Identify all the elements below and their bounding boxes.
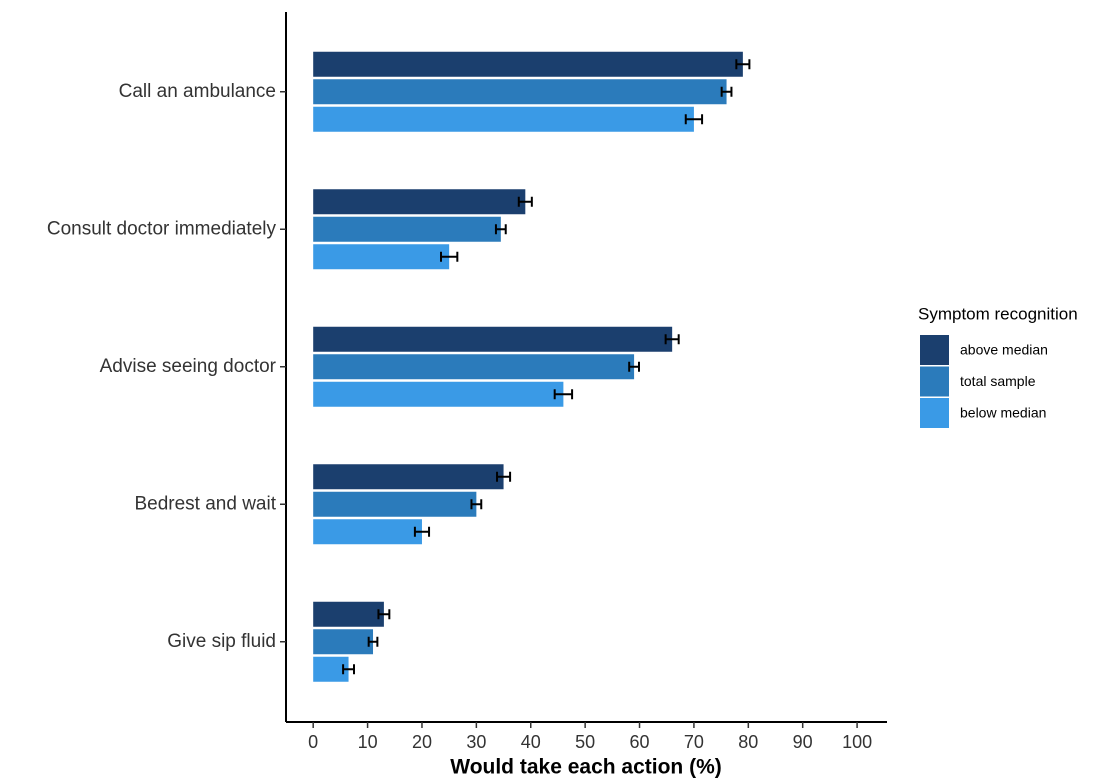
bar — [313, 491, 477, 517]
bar — [313, 601, 384, 627]
error-bar — [684, 114, 704, 125]
error-bar — [517, 196, 533, 207]
bar — [313, 51, 743, 77]
error-bar — [664, 334, 680, 345]
error-bar — [628, 361, 640, 372]
bar — [313, 326, 673, 352]
bar — [313, 216, 501, 242]
bar — [313, 189, 526, 215]
legend-label: below median — [960, 405, 1046, 421]
x-tick-label: 20 — [412, 732, 432, 752]
legend-swatch — [920, 366, 949, 397]
error-bar — [367, 636, 379, 647]
x-tick-label: 30 — [466, 732, 486, 752]
x-tick-label: 50 — [575, 732, 595, 752]
error-bar — [342, 664, 355, 675]
error-bar — [413, 526, 431, 537]
x-tick-label: 0 — [308, 732, 318, 752]
bar — [313, 354, 635, 380]
bar — [313, 464, 504, 490]
x-tick-label: 40 — [521, 732, 541, 752]
error-bar — [735, 59, 751, 70]
bar — [313, 381, 564, 407]
bar — [313, 106, 694, 132]
legend-swatch — [920, 335, 949, 365]
x-tick-label: 70 — [684, 732, 704, 752]
y-tick-label: Consult doctor immediately — [47, 218, 277, 239]
y-tick-label: Call an ambulance — [119, 81, 276, 102]
legend-label: above median — [960, 342, 1048, 358]
bar — [313, 629, 374, 655]
error-bar — [377, 609, 391, 620]
x-tick-label: 80 — [738, 732, 758, 752]
x-tick-label: 100 — [842, 732, 872, 752]
error-bar — [440, 251, 459, 262]
error-bar — [470, 499, 483, 510]
error-bar — [720, 86, 733, 97]
bar — [313, 519, 422, 545]
legend-title: Symptom recognition — [918, 304, 1078, 323]
legend-swatch — [920, 398, 949, 428]
x-tick-label: 60 — [630, 732, 650, 752]
error-bar — [496, 471, 512, 482]
bar — [313, 244, 450, 270]
x-tick-label: 90 — [793, 732, 813, 752]
x-axis-title: Would take each action (%) — [450, 756, 722, 779]
x-tick-label: 10 — [358, 732, 378, 752]
legend-label: total sample — [960, 373, 1036, 389]
y-tick-label: Give sip fluid — [167, 631, 276, 652]
error-bar — [494, 224, 507, 235]
y-tick-label: Advise seeing doctor — [100, 356, 277, 377]
bar — [313, 79, 727, 105]
y-tick-label: Bedrest and wait — [134, 493, 276, 514]
error-bar — [553, 389, 574, 400]
